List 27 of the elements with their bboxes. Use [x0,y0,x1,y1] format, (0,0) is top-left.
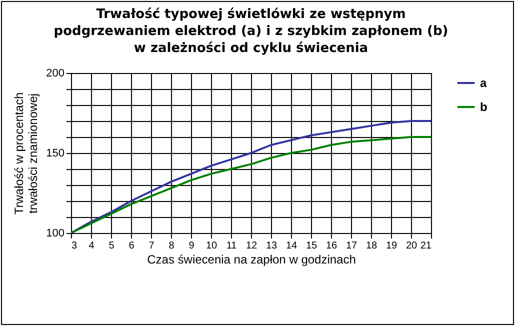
x-tick-label: 19 [386,240,398,252]
x-tick-label: 20 [406,240,418,252]
legend-label: a [480,76,487,90]
x-tick-label: 17 [346,240,358,252]
x-tick-label: 18 [366,240,378,252]
y-tick-label: 150 [46,148,64,160]
x-tick-label: 14 [286,240,298,252]
x-tick-label: 10 [206,240,218,252]
x-tick-label: 16 [326,240,338,252]
x-tick-label: 3 [72,240,78,252]
x-tick-label: 13 [266,240,278,252]
legend-label: b [480,100,488,114]
x-tick-label: 12 [246,240,258,252]
x-tick-label: 8 [168,240,175,252]
x-tick-label: 9 [188,240,195,252]
x-tick-label: 6 [128,240,135,252]
x-axis-title: Czas świecenia na zapłon w godzinach [147,252,356,266]
y-axis-title: Trwałość w procentach trwałości znamionowej [12,92,40,215]
x-tick-label: 11 [226,240,238,252]
chart-title: Trwałość typowej świetlówki ze wstępnym podgrzewaniem elektrod (a) i z szybkim zapłonem (b) w zależności od cyklu świecenia [54,7,448,56]
y-tick-label: 200 [46,68,64,80]
x-tick-label: 7 [148,240,155,252]
x-tick-label: 5 [108,240,115,252]
x-tick-label: 15 [306,240,318,252]
x-tick-label: 4 [88,240,95,252]
y-tick-label: 100 [46,228,64,240]
x-tick-label: 21 [420,240,432,252]
